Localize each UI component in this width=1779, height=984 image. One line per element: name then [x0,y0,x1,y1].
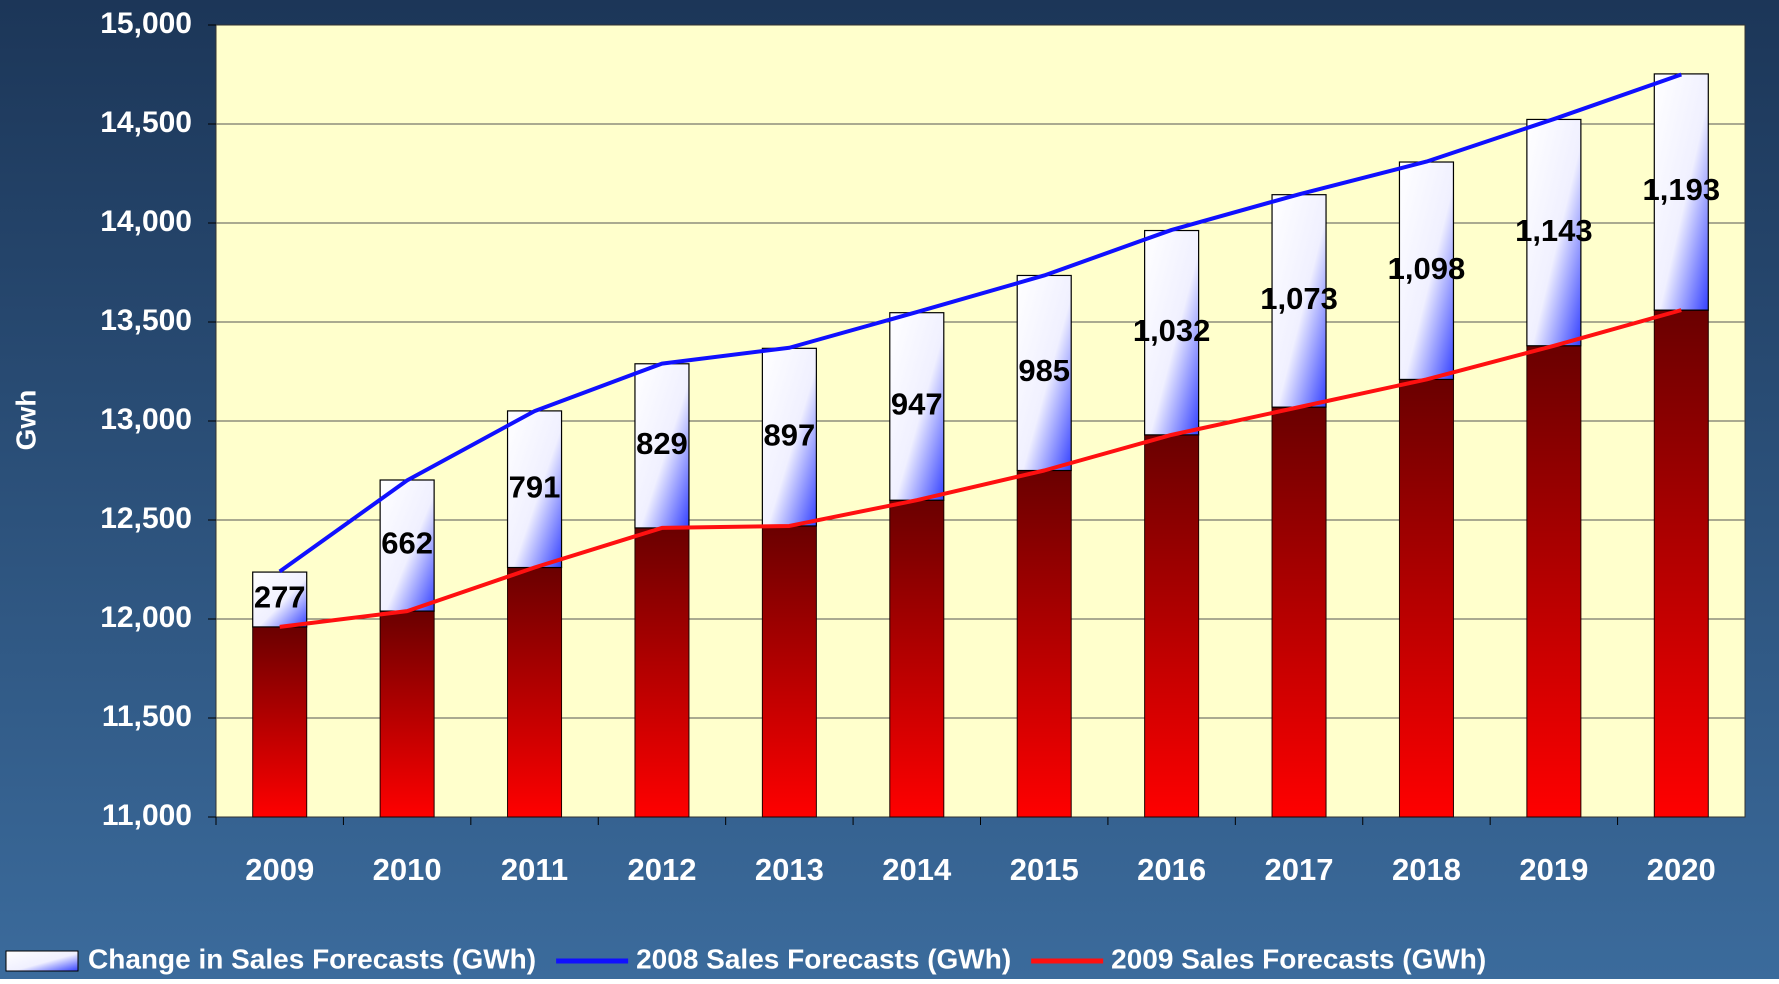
change-bar [1144,229,1200,436]
data-label: 1,193 [1643,172,1721,207]
y-tick-label: 12,000 [100,601,192,634]
legend-label: Change in Sales Forecasts (GWh) [88,943,536,974]
y-tick-label: 11,500 [102,700,192,733]
y-tick-label: 14,000 [100,205,192,238]
base-bar [1653,309,1709,818]
data-label: 662 [381,526,433,561]
base-bar [507,567,563,818]
legend-label: 2008 Sales Forecasts (GWh) [636,943,1011,974]
y-tick-label: 13,500 [100,304,192,337]
data-label: 1,098 [1388,251,1466,286]
change-bar [379,479,435,612]
legend-label: 2009 Sales Forecasts (GWh) [1111,943,1486,974]
change-bar [634,363,690,529]
x-tick-label: 2019 [1519,852,1588,887]
change-bar [1526,118,1582,347]
x-tick-label: 2010 [373,852,442,887]
x-tick-label: 2009 [245,852,314,887]
y-tick-label: 12,500 [100,502,192,535]
base-bar [761,525,817,818]
data-label: 277 [254,580,306,615]
data-label: 897 [764,417,816,452]
data-label: 985 [1018,353,1070,388]
y-axis-label: Gwh [10,390,41,451]
data-label: 1,032 [1133,313,1211,348]
data-label: 829 [636,426,688,461]
y-tick-label: 11,000 [102,799,192,832]
base-bar [1271,406,1327,818]
base-bar [1398,378,1454,818]
x-tick-label: 2013 [755,852,824,887]
change-bar [1016,274,1072,472]
y-tick-label: 13,000 [100,403,192,436]
change-bar [506,410,563,569]
x-tick-label: 2020 [1647,852,1716,887]
data-label: 1,073 [1260,281,1338,316]
base-bar [889,499,945,818]
change-bar [761,347,817,527]
base-bar [1144,434,1200,818]
x-tick-label: 2011 [501,852,568,887]
base-bar [1526,345,1582,818]
change-bar [889,312,945,501]
x-tick-label: 2014 [882,852,952,887]
x-tick-label: 2012 [627,852,696,887]
change-bar [252,571,308,628]
change-bar [1271,194,1327,408]
change-bar [1653,73,1709,311]
change-bar [1398,161,1455,381]
legend-swatch [5,950,79,972]
y-tick-label: 15,000 [100,7,192,40]
line [279,308,1682,629]
y-tick-label: 14,500 [100,106,192,139]
data-label: 1,143 [1515,213,1593,248]
x-tick-label: 2018 [1392,852,1461,887]
base-bar [1016,470,1072,818]
line [278,72,1682,574]
x-tick-label: 2015 [1010,852,1079,887]
x-tick-label: 2016 [1137,852,1206,887]
base-bar [379,610,435,818]
base-bar [252,626,308,818]
base-bar [634,527,690,818]
data-label: 947 [891,387,943,422]
data-label: 791 [509,469,561,504]
x-tick-label: 2017 [1265,852,1334,887]
